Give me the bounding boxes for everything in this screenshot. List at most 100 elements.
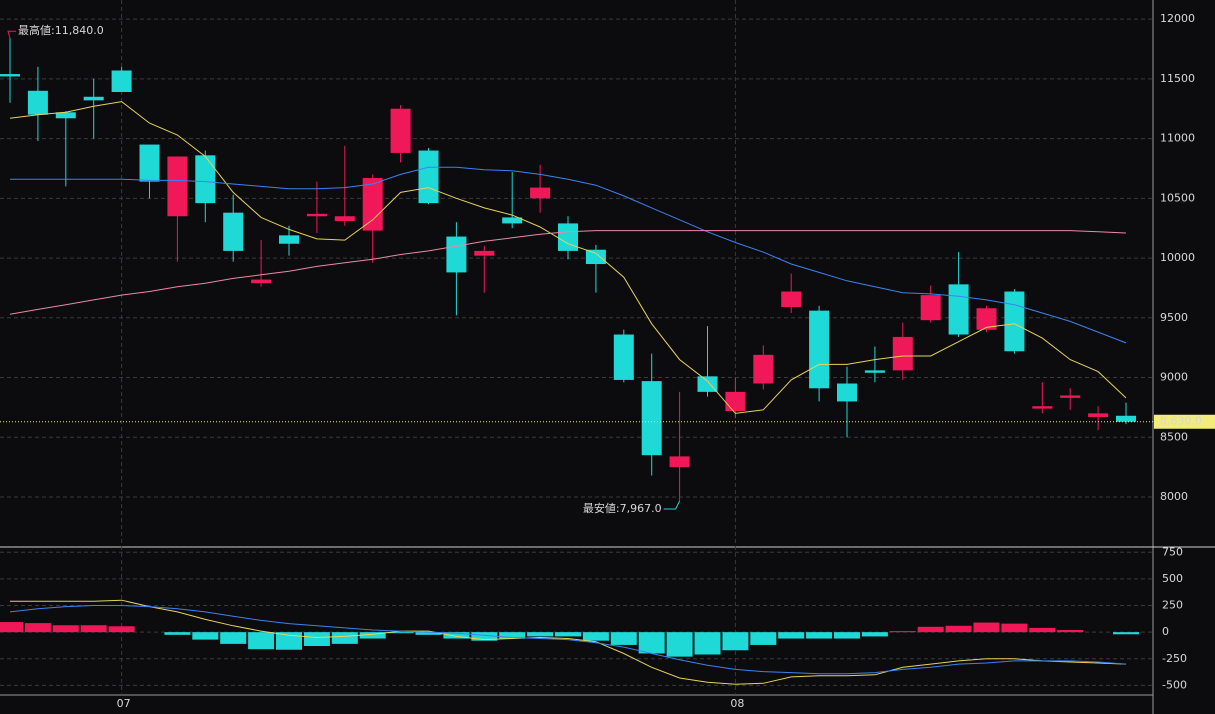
line-series	[10, 599, 1127, 685]
y-tick-label: 750	[1162, 545, 1183, 558]
histogram-bar	[1113, 632, 1139, 635]
histogram-bar	[387, 632, 414, 634]
candle-body	[223, 212, 244, 251]
histogram-bar	[80, 625, 107, 633]
y-tick-label: 10500	[1160, 191, 1195, 204]
histogram-bar	[917, 626, 944, 633]
y-tick-label: 12000	[1160, 12, 1195, 25]
candle-body	[1088, 413, 1109, 417]
line-series	[9, 605, 1127, 675]
candle-body	[306, 213, 327, 217]
histogram-bar	[861, 632, 888, 637]
candle-body	[195, 155, 216, 204]
candle-body	[334, 216, 355, 222]
candle-body	[1004, 291, 1025, 352]
candle-body	[753, 354, 774, 384]
histogram-bar	[0, 622, 23, 633]
candle-body	[948, 284, 969, 335]
candle-body	[725, 391, 746, 411]
candle-body	[251, 279, 272, 284]
candle-body	[0, 74, 20, 77]
candle-body	[418, 150, 439, 204]
line-series	[10, 166, 1127, 344]
y-tick-label: 250	[1162, 599, 1183, 612]
histogram-bar	[889, 631, 916, 633]
candle-body	[362, 178, 383, 231]
annotation-label: 最高値:11,840.0	[18, 23, 104, 37]
histogram-bar	[276, 632, 302, 650]
candle-body	[27, 90, 48, 115]
histogram-bar	[722, 632, 749, 651]
histogram-bar	[24, 623, 51, 633]
histogram-bar	[359, 632, 386, 639]
histogram-bar	[1057, 630, 1084, 633]
line-series	[9, 101, 1127, 414]
candle-body	[920, 295, 941, 321]
histogram-bar	[220, 632, 247, 644]
histogram-bar	[750, 632, 777, 645]
y-tick-label: 11000	[1160, 132, 1195, 145]
histogram-bar	[415, 632, 442, 635]
histogram-bar	[52, 625, 79, 633]
x-tick-label: 08	[730, 697, 744, 710]
candle-body	[781, 291, 802, 308]
candle-body	[1060, 395, 1081, 398]
last-price-label: 8,630.0	[1160, 415, 1202, 428]
histogram-bar	[945, 625, 972, 633]
histogram-bar	[248, 632, 275, 650]
y-tick-label: 8000	[1160, 490, 1188, 503]
histogram-bar	[806, 632, 833, 639]
y-tick-label: 8500	[1160, 430, 1188, 443]
histogram-bar	[164, 632, 191, 635]
histogram-bar	[694, 632, 721, 655]
candle-body	[809, 310, 830, 389]
histogram-bar	[443, 632, 470, 639]
candle-body	[139, 144, 160, 182]
y-tick-label: -250	[1162, 652, 1187, 665]
x-tick-label: 07	[117, 697, 131, 710]
last-price-tag	[1154, 414, 1215, 429]
histogram-bar	[527, 632, 554, 637]
annotation-arrow	[7, 30, 16, 39]
candle-body	[530, 187, 551, 199]
candle-body	[976, 308, 997, 330]
candle-body	[390, 108, 411, 153]
histogram-bar	[610, 632, 637, 645]
candle-body	[279, 235, 299, 244]
y-tick-label: 9500	[1160, 311, 1188, 324]
histogram-bar	[638, 632, 665, 654]
y-tick-label: 0	[1162, 625, 1169, 638]
histogram-bar	[108, 626, 135, 633]
histogram-bar	[666, 632, 693, 657]
candle-body	[474, 250, 495, 256]
histogram-bar	[555, 632, 581, 637]
candle-body	[83, 96, 104, 101]
y-tick-label: 10000	[1160, 251, 1195, 264]
candle-body	[167, 156, 188, 217]
candle-body	[1116, 415, 1136, 422]
histogram-bar	[471, 632, 498, 641]
candle-body	[892, 336, 913, 371]
candle-body	[55, 112, 76, 119]
y-tick-label: 500	[1162, 572, 1183, 585]
candle-body	[1032, 406, 1053, 409]
y-tick-label: -500	[1162, 678, 1187, 691]
histogram-bar	[778, 632, 805, 639]
candle-body	[585, 249, 606, 265]
candle-body	[669, 456, 690, 468]
candle-body	[111, 70, 132, 92]
candle-body	[641, 381, 662, 456]
histogram-bar	[1029, 627, 1056, 633]
histogram-bar	[582, 632, 609, 641]
candle-body	[697, 376, 718, 392]
histogram-bar	[192, 632, 219, 640]
histogram-bar	[331, 632, 358, 644]
histogram-bar	[1001, 623, 1028, 633]
annotation-label: 最安値:7,967.0	[583, 501, 662, 515]
candle-body	[613, 334, 634, 380]
candle-body	[502, 217, 523, 224]
candle-body	[558, 223, 578, 251]
candle-body	[864, 370, 885, 373]
